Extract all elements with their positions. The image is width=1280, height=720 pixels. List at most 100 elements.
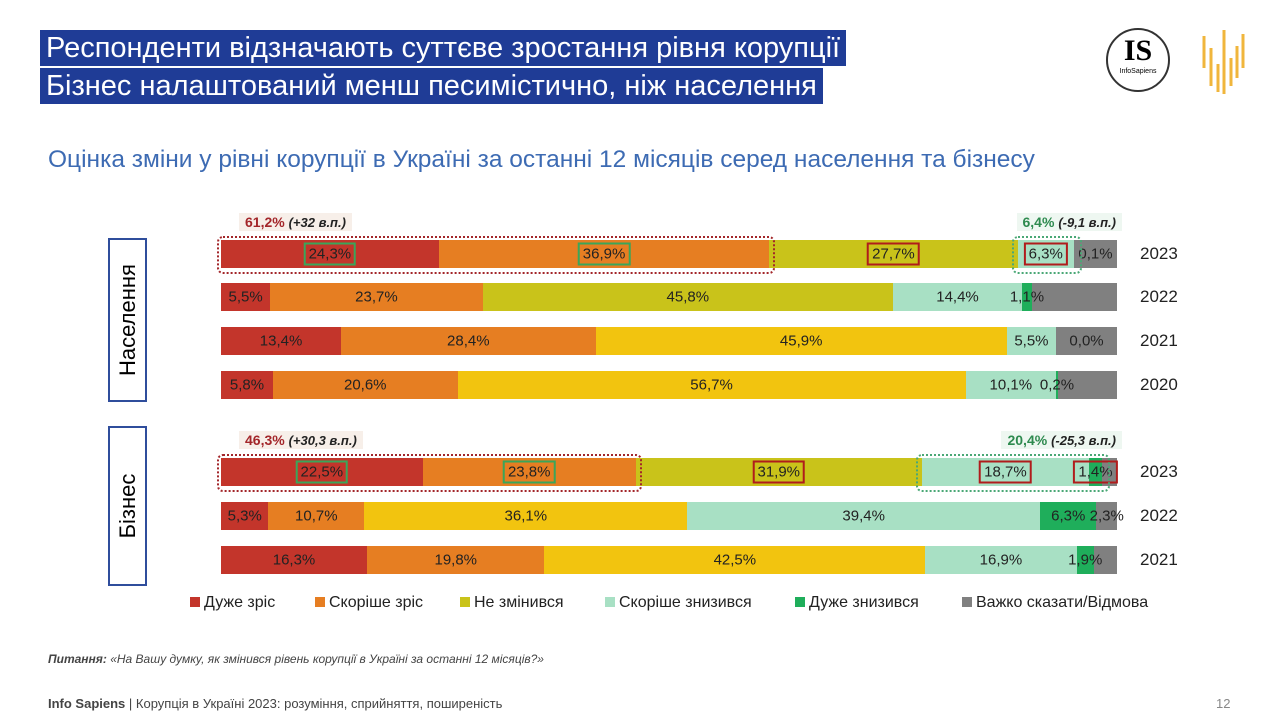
bar-segment xyxy=(1056,371,1058,399)
data-label: 14,4% xyxy=(936,288,979,306)
logo-subtext: InfoSapiens xyxy=(1119,68,1157,75)
annotation-change: (+32 в.п.) xyxy=(288,215,346,230)
group-name: Бізнес xyxy=(114,473,140,539)
data-label: 6,3% xyxy=(1023,242,1068,266)
data-label: 23,8% xyxy=(502,460,556,484)
data-label: 0,2% xyxy=(1039,376,1075,394)
legend-item: Важко сказати/Відмова xyxy=(962,594,1148,612)
year-label: 2022 xyxy=(1140,287,1178,306)
footer-brand: Info Sapiens xyxy=(48,696,126,711)
legend-item: Дуже знизився xyxy=(795,594,919,612)
bar-segment xyxy=(1040,502,1097,530)
data-label: 16,3% xyxy=(272,551,316,569)
bar-segment xyxy=(270,283,483,311)
data-label: 28,4% xyxy=(447,332,490,350)
decrease-group-box xyxy=(1011,236,1082,274)
bar-segment xyxy=(457,371,966,399)
data-label: 56,7% xyxy=(690,376,733,394)
group-label-population: Населення xyxy=(108,238,147,402)
title-line-2: Бізнес налаштований менш песимістично, н… xyxy=(40,68,823,104)
group-label-business: Бізнес xyxy=(108,426,147,586)
bar-segment xyxy=(221,546,368,574)
legend-swatch xyxy=(605,597,615,607)
annotation-increase: 46,3% (+30,3 в.п.) xyxy=(239,431,363,449)
bar-segment xyxy=(687,502,1040,530)
data-label: 16,9% xyxy=(979,551,1023,569)
legend-label: Дуже зріс xyxy=(204,594,276,611)
data-label: 2,3% xyxy=(1089,507,1124,525)
bar-segment xyxy=(1006,327,1057,355)
legend-item: Скоріше знизився xyxy=(605,594,752,612)
year-label: 2023 xyxy=(1140,244,1178,263)
footer: Info Sapiens | Корупція в Україні 2023: … xyxy=(48,696,502,711)
data-label: 36,9% xyxy=(577,242,631,266)
year-label: 2021 xyxy=(1140,550,1178,569)
page-number: 12 xyxy=(1216,696,1231,711)
bar-segment xyxy=(925,546,1077,574)
bar-segment xyxy=(367,546,545,574)
bar-segment xyxy=(893,283,1023,311)
legend-swatch xyxy=(190,597,200,607)
bar-segment xyxy=(1031,283,1117,311)
infosapiens-logo: IS InfoSapiens xyxy=(1106,28,1170,92)
bar-segment xyxy=(595,327,1007,355)
data-label: 13,4% xyxy=(259,332,303,350)
bar-segment xyxy=(364,502,688,530)
annotation-value: 6,4% xyxy=(1022,214,1055,230)
legend-label: Дуже знизився xyxy=(809,594,919,611)
bar-segment xyxy=(341,327,596,355)
data-label: 5,5% xyxy=(1014,332,1049,350)
data-label: 10,1% xyxy=(989,376,1033,394)
legend-swatch xyxy=(795,597,805,607)
bar-segment xyxy=(221,371,273,399)
bar-segment xyxy=(921,458,1090,486)
data-label: 6,3% xyxy=(1051,507,1086,525)
annotation-change: (-9,1 в.п.) xyxy=(1058,215,1116,230)
legend-item: Не змінився xyxy=(460,594,564,612)
data-label: 5,8% xyxy=(229,376,265,394)
bar-segment xyxy=(221,240,439,268)
legend-label: Скоріше знизився xyxy=(619,594,752,611)
bar-segment xyxy=(1056,327,1117,355)
year-label: 2021 xyxy=(1140,331,1178,350)
bar-segment xyxy=(268,502,365,530)
data-label: 10,7% xyxy=(295,507,338,525)
legend-swatch xyxy=(962,597,972,607)
data-label: 20,6% xyxy=(343,376,387,394)
bar-segment xyxy=(272,371,458,399)
annotation-change: (+30,3 в.п.) xyxy=(288,433,357,448)
legend-label: Скоріше зріс xyxy=(329,594,424,611)
bar-segment xyxy=(965,371,1057,399)
logo-text: IS xyxy=(1123,34,1153,67)
bar-segment xyxy=(1022,283,1032,311)
legend-swatch xyxy=(315,597,325,607)
year-label: 2020 xyxy=(1140,375,1178,394)
question-note: Питання: «На Вашу думку, як змінився рів… xyxy=(48,652,544,666)
bar-segment xyxy=(1057,371,1117,399)
legend-label: Важко сказати/Відмова xyxy=(976,594,1149,611)
bar-segment xyxy=(1096,502,1117,530)
bar-segment xyxy=(1017,240,1074,268)
data-label: 23,7% xyxy=(355,288,398,306)
bar-segment xyxy=(221,283,271,311)
annotation-decrease: 20,4% (-25,3 в.п.) xyxy=(1001,431,1122,449)
data-label: 18,7% xyxy=(979,460,1032,484)
bar-segment xyxy=(769,240,1018,268)
legend-label: Не змінився xyxy=(474,594,564,611)
data-label: 45,8% xyxy=(666,288,710,306)
decrease-group-box xyxy=(915,454,1110,492)
bar-segment xyxy=(438,240,770,268)
annotation-decrease: 6,4% (-9,1 в.п.) xyxy=(1016,213,1122,231)
data-label: 22,5% xyxy=(295,460,349,484)
data-label: 36,1% xyxy=(504,507,548,525)
year-label: 2022 xyxy=(1140,506,1178,525)
annotation-change: (-25,3 в.п.) xyxy=(1051,433,1116,448)
brand-bars-icon xyxy=(1202,30,1245,94)
year-label: 2023 xyxy=(1140,462,1178,481)
bar-segment xyxy=(482,283,893,311)
bar-segment xyxy=(221,327,342,355)
data-label: 42,5% xyxy=(713,551,757,569)
legend-item: Дуже зріс xyxy=(190,594,275,612)
data-label: 1,1% xyxy=(1009,288,1045,306)
